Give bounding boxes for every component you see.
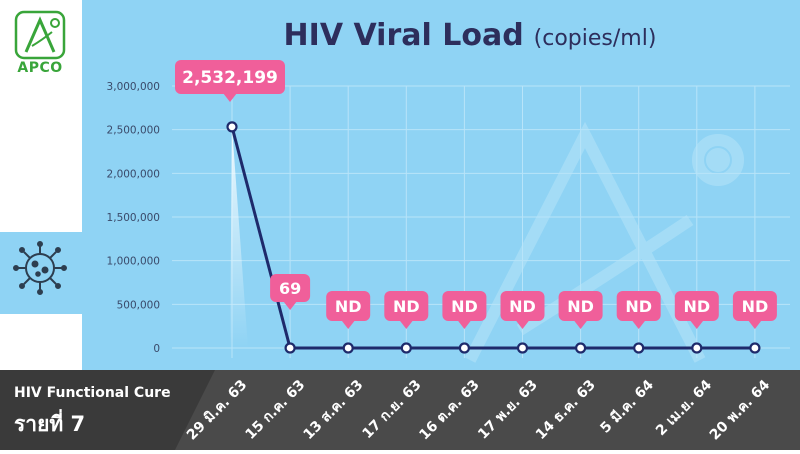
data-label-pointer bbox=[515, 320, 530, 329]
data-label: ND bbox=[326, 291, 371, 329]
data-label-text: ND bbox=[335, 297, 362, 316]
y-tick-label: 2,000,000 bbox=[107, 168, 160, 180]
y-tick-label: 500,000 bbox=[117, 299, 160, 311]
y-tick-label: 0 bbox=[153, 343, 160, 355]
virus-icon bbox=[13, 241, 67, 295]
data-point bbox=[342, 342, 354, 354]
y-tick-label: 3,000,000 bbox=[107, 81, 160, 93]
data-point bbox=[226, 121, 238, 133]
y-axis-ticks: 3,000,000 2,500,000 2,000,000 1,500,000 1,00… bbox=[107, 81, 160, 355]
data-points bbox=[226, 121, 761, 354]
data-label-text: 2,532,199 bbox=[182, 68, 278, 88]
data-label-pointer bbox=[573, 320, 588, 329]
data-label-pointer bbox=[631, 320, 646, 329]
data-label-box bbox=[270, 274, 311, 302]
footer-label-band bbox=[0, 370, 215, 450]
data-point bbox=[691, 342, 703, 354]
data-label-text: ND bbox=[393, 297, 420, 316]
data-label-box bbox=[558, 291, 603, 321]
brand-name: APCO bbox=[17, 60, 63, 76]
title-main: HIV Viral Load bbox=[283, 18, 524, 53]
data-label-pointer bbox=[223, 93, 237, 102]
data-label-pointer bbox=[457, 320, 472, 329]
chart-title: HIV Viral Load (copies/ml) bbox=[190, 18, 750, 53]
data-label: ND bbox=[558, 291, 603, 329]
data-point bbox=[284, 342, 296, 354]
data-label: ND bbox=[732, 291, 777, 329]
data-point bbox=[400, 342, 412, 354]
data-label-box bbox=[674, 291, 719, 321]
data-label-text: ND bbox=[742, 297, 769, 316]
data-label-box bbox=[616, 291, 661, 321]
data-label-text: 69 bbox=[279, 279, 301, 298]
area-fill bbox=[230, 126, 248, 349]
data-label: 69 bbox=[270, 274, 311, 310]
data-label-box bbox=[326, 291, 371, 321]
data-label: 2,532,199 bbox=[175, 60, 285, 102]
data-label-pointer bbox=[283, 301, 298, 310]
y-tick-label: 1,500,000 bbox=[107, 212, 160, 224]
data-label: ND bbox=[442, 291, 487, 329]
footer-caption: HIV Functional Cure bbox=[14, 385, 171, 401]
data-point bbox=[458, 342, 470, 354]
data-label-text: ND bbox=[509, 297, 536, 316]
data-point bbox=[749, 342, 761, 354]
data-label: ND bbox=[500, 291, 545, 329]
data-point bbox=[574, 342, 587, 354]
data-label-pointer bbox=[341, 320, 356, 329]
data-label-box bbox=[732, 291, 777, 321]
data-label-text: ND bbox=[451, 297, 478, 316]
data-label-box bbox=[175, 60, 285, 94]
series-line bbox=[230, 126, 755, 350]
footer-case-number: รายที่ 7 bbox=[14, 412, 86, 436]
data-label-pointer bbox=[747, 320, 762, 329]
data-point bbox=[516, 342, 529, 354]
data-label: ND bbox=[674, 291, 719, 329]
data-label-text: ND bbox=[683, 297, 710, 316]
y-tick-label: 1,000,000 bbox=[107, 256, 160, 268]
brand-logo: APCO bbox=[8, 10, 72, 80]
apco-logo-icon bbox=[14, 10, 66, 60]
data-label-text: ND bbox=[625, 297, 652, 316]
data-labels: 2,532,199 69 ND ND ND ND ND ND ND ND bbox=[175, 60, 777, 329]
data-label-pointer bbox=[399, 320, 414, 329]
data-label-box bbox=[442, 291, 487, 321]
data-label-box bbox=[500, 291, 545, 321]
title-unit: (copies/ml) bbox=[533, 26, 657, 51]
y-tick-label: 2,500,000 bbox=[107, 125, 160, 137]
data-label: ND bbox=[384, 291, 429, 329]
data-label-pointer bbox=[689, 320, 704, 329]
data-point bbox=[633, 342, 645, 354]
data-label: ND bbox=[616, 291, 661, 329]
data-label-box bbox=[384, 291, 429, 321]
data-label-text: ND bbox=[567, 297, 594, 316]
